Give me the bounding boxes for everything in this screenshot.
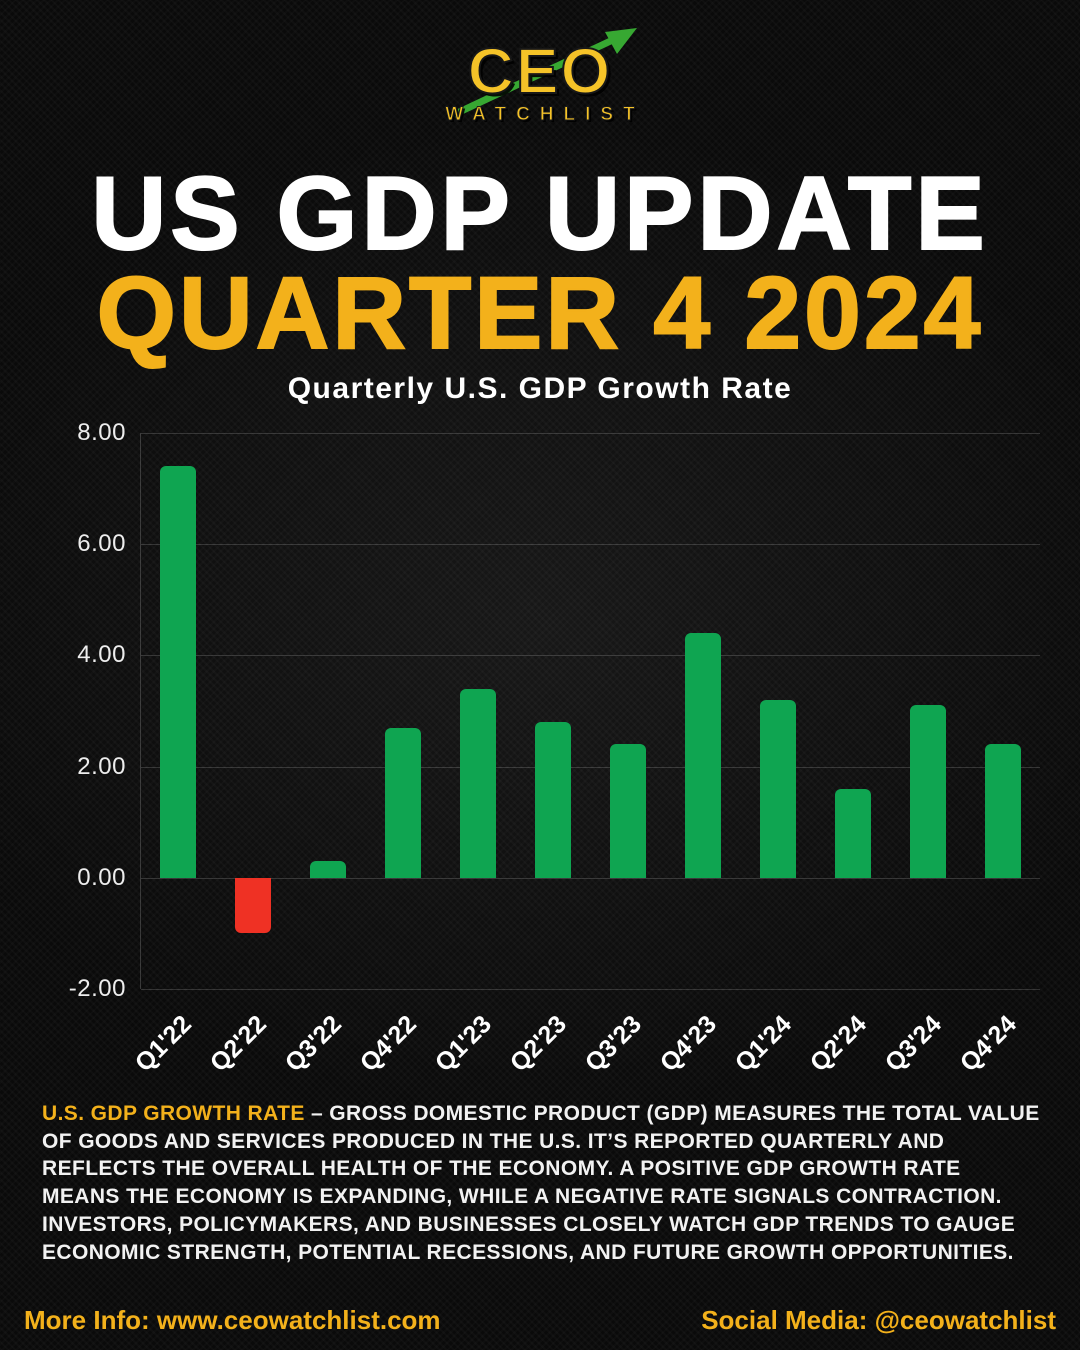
- x-tick-label: Q1'22: [130, 1010, 198, 1078]
- description-lead: U.S. GDP GROWTH RATE: [42, 1102, 311, 1125]
- page-subtitle: QUARTER 4 2024: [96, 256, 984, 370]
- x-axis-labels: Q1'22 Q2'22 Q3'22 Q4'22 Q1'23 Q2'23 Q3'23 Q4'23…: [130, 1000, 1040, 1100]
- gridline: [141, 989, 1040, 990]
- gridline: [141, 544, 1040, 546]
- chart-bar-Q1'22: [160, 466, 197, 878]
- x-tick-label: Q4'23: [655, 1010, 723, 1078]
- logo-text-watchlist: WATCHLIST: [445, 104, 645, 126]
- x-tick-label: Q4'22: [355, 1010, 423, 1078]
- x-tick-label: Q2'23: [505, 1010, 573, 1078]
- chart-bar-Q1'24: [759, 699, 796, 878]
- logo-text-ceo: CEO: [467, 34, 613, 108]
- growth-arrow-icon: [451, 28, 637, 118]
- chart-bar-Q2'23: [535, 722, 572, 878]
- plot-area: [140, 433, 1040, 990]
- x-tick-label: Q4'24: [955, 1010, 1023, 1078]
- chart-bar-Q4'24: [984, 744, 1021, 878]
- x-tick-label: Q3'23: [580, 1010, 648, 1078]
- logo-mark: CEO WATCHLIST: [409, 28, 670, 126]
- gridline: [141, 766, 1040, 768]
- footer-more-info: More Info: www.ceowatchlist.com: [24, 1305, 441, 1335]
- gridline: [141, 655, 1040, 657]
- y-tick-label: -2.00: [68, 975, 126, 1002]
- gridline: [141, 433, 1040, 434]
- gridline: [141, 877, 1040, 879]
- x-tick-label: Q3'24: [880, 1010, 948, 1078]
- x-tick-label: Q1'23: [430, 1010, 498, 1078]
- y-tick-label: 6.00: [77, 530, 126, 558]
- footer: More Info: www.ceowatchlist.com Social M…: [24, 1305, 1056, 1336]
- brand-logo: CEO WATCHLIST: [0, 28, 1080, 126]
- x-tick-label: Q2'22: [205, 1010, 273, 1078]
- chart-bar-Q2'22: [235, 877, 272, 934]
- description-paragraph: U.S. GDP GROWTH RATE – GROSS DOMESTIC PR…: [42, 1100, 1042, 1266]
- description-body: – GROSS DOMESTIC PRODUCT (GDP) MEASURES …: [42, 1102, 1040, 1264]
- x-tick-label: Q2'24: [805, 1010, 873, 1078]
- chart-bar-Q3'22: [310, 861, 347, 878]
- x-tick-label: Q1'24: [730, 1010, 798, 1078]
- x-tick-label: Q3'22: [280, 1010, 348, 1078]
- page-title: US GDP UPDATE: [90, 156, 989, 272]
- chart-bar-Q4'23: [684, 633, 721, 878]
- chart-bar-Q1'23: [460, 688, 497, 878]
- chart-bar-Q4'22: [385, 727, 422, 878]
- chart-bar-Q3'24: [909, 705, 946, 878]
- y-axis: 8.00 6.00 4.00 2.00 0.00 -2.00: [0, 419, 126, 1002]
- y-tick-label: 8.00: [77, 419, 126, 446]
- chart-bar-Q2'24: [834, 788, 871, 878]
- y-tick-label: 4.00: [77, 641, 126, 669]
- chart-bar-Q3'23: [609, 744, 646, 878]
- gdp-bar-chart: 8.00 6.00 4.00 2.00 0.00 -2.00 Q1'22 Q2'22 Q3'2…: [0, 408, 1080, 1108]
- footer-social-handle: Social Media: @ceowatchlist: [701, 1305, 1056, 1335]
- y-tick-label: 0.00: [77, 863, 126, 891]
- chart-title: Quarterly U.S. GDP Growth Rate: [287, 372, 793, 405]
- y-tick-label: 2.00: [77, 752, 126, 780]
